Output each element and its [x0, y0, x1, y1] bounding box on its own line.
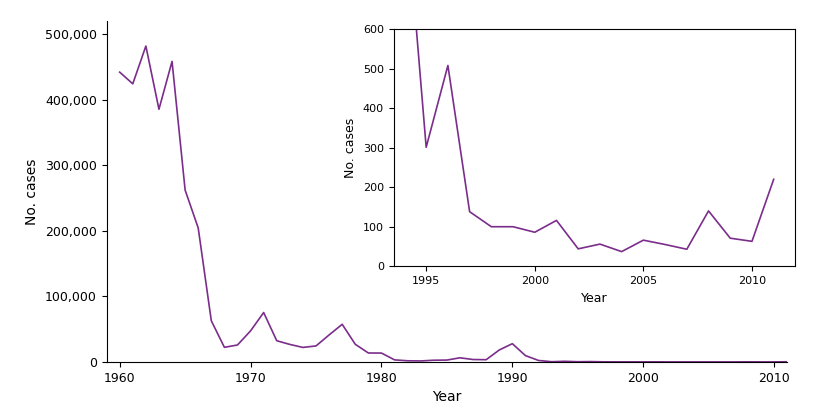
Y-axis label: No. cases: No. cases	[25, 158, 39, 225]
X-axis label: Year: Year	[432, 390, 461, 404]
X-axis label: Year: Year	[581, 292, 607, 305]
Y-axis label: No. cases: No. cases	[344, 118, 357, 178]
